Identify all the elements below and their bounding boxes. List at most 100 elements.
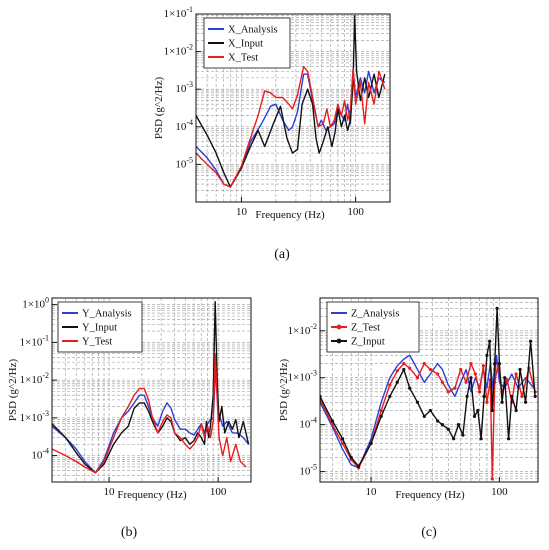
data-point-z-input <box>435 419 440 423</box>
data-point-z-input <box>452 437 456 441</box>
legend-label: Y_Analysis <box>82 309 132 320</box>
y-tick-label: 1×10-2 <box>164 43 193 58</box>
data-point-z-test <box>490 477 494 481</box>
data-point-z-test <box>464 380 468 384</box>
y-tick-label: 10-5 <box>299 463 317 478</box>
y-axis-label-a: PSD (g^2/Hz) <box>153 77 165 140</box>
series-line-y-test <box>52 353 247 474</box>
data-point-z-test <box>453 386 457 390</box>
data-point-z-input <box>497 362 501 366</box>
data-point-z-test <box>505 378 509 382</box>
data-point-z-input <box>469 376 473 380</box>
panel-c: 10 100 10-5 10-4 1×10-3 1×10-2 Z_Analysis Z_Tes… <box>278 297 539 540</box>
data-point-z-test <box>428 367 432 372</box>
data-point-z-input <box>408 386 412 390</box>
data-point-z-test <box>415 376 420 380</box>
data-point-z-input <box>357 464 361 468</box>
data-point-z-input <box>440 423 445 427</box>
data-point-z-input <box>461 433 465 437</box>
data-point-z-test <box>469 362 473 366</box>
data-point-z-input <box>518 367 522 372</box>
y-tick-label: 1×10-2 <box>20 371 49 386</box>
x-axis-label-b: Frequency (Hz) <box>117 489 187 501</box>
data-point-z-input <box>476 408 480 413</box>
x-axis-label-a: Frequency (Hz) <box>255 209 325 221</box>
data-point-z-input <box>402 367 406 372</box>
y-axis-label-b: PSD (g^2/Hz) <box>7 359 19 422</box>
data-point-z-input <box>528 339 533 343</box>
data-point-z-input <box>510 394 514 399</box>
data-point-z-input <box>479 437 483 441</box>
data-point-z-input <box>349 455 353 460</box>
y-axis-label-c: PSD (g^2/Hz) <box>278 359 290 422</box>
data-point-z-input <box>395 380 399 384</box>
panel-a: 10 100 10-5 10-4 10-3 1×10-2 1×10-1 X_Analysis X… <box>153 5 391 262</box>
data-point-z-test <box>408 366 412 370</box>
legend-label: Z_Test <box>351 323 380 334</box>
data-point-z-test <box>473 372 477 376</box>
data-point-z-test <box>440 380 445 384</box>
y-tick-label: 10-3 <box>175 80 193 95</box>
data-point-z-input <box>369 441 373 445</box>
panel-label-a: (a) <box>274 247 290 262</box>
data-point-z-input <box>523 400 528 404</box>
legend-marker <box>336 324 342 330</box>
data-point-z-input <box>415 400 420 404</box>
x-axis-label-c: Frequency (Hz) <box>395 489 465 501</box>
y-tick-label: 1×100 <box>22 296 49 311</box>
legend-marker <box>336 338 342 344</box>
y-tick-label: 10-5 <box>175 155 193 170</box>
x-tick-label: 100 <box>347 206 364 218</box>
plot-frame-b <box>51 297 252 483</box>
plot-frame-a <box>195 13 391 203</box>
data-point-z-input <box>330 419 335 423</box>
data-point-z-test <box>514 372 518 376</box>
data-point-z-input <box>428 408 432 413</box>
y-tick-label: 1×10-1 <box>20 333 49 348</box>
data-point-z-input <box>388 394 392 399</box>
legend-label: X_Test <box>228 53 258 64</box>
series-line-x-test <box>196 65 386 188</box>
legend-label: Z_Analysis <box>351 309 399 320</box>
legend-label: X_Analysis <box>228 25 278 36</box>
data-point-z-input <box>456 423 461 427</box>
data-point-z-test <box>446 390 450 394</box>
data-point-z-test <box>481 364 485 368</box>
data-point-z-input <box>422 414 426 418</box>
data-point-z-input <box>482 394 486 399</box>
data-point-z-test <box>379 408 383 413</box>
data-point-z-input <box>465 394 469 399</box>
data-point-z-input <box>495 306 499 311</box>
series-line-x-input <box>196 14 386 188</box>
panel-label-c: (c) <box>421 525 437 540</box>
data-point-z-test <box>422 362 426 366</box>
data-point-z-test <box>340 441 345 445</box>
data-point-z-test <box>435 372 440 376</box>
data-point-z-input <box>485 353 489 357</box>
data-point-z-input <box>340 437 345 441</box>
x-tick-label: 100 <box>491 486 508 498</box>
data-point-z-input <box>506 437 511 441</box>
panel-label-b: (b) <box>121 525 138 540</box>
data-point-z-test <box>520 394 524 399</box>
data-point-z-input <box>533 394 537 399</box>
legend-label: Y_Input <box>82 323 117 334</box>
legend-label: Z_Input <box>351 337 385 348</box>
y-tick-label: 10-4 <box>299 416 317 431</box>
legend-label: Y_Test <box>82 337 112 348</box>
legend-label: X_Input <box>228 39 263 50</box>
data-point-z-input <box>500 400 504 404</box>
data-point-z-test <box>330 423 335 427</box>
x-tick-label: 10 <box>104 486 116 498</box>
panel-b: 10 100 10-4 1×10-3 1×10-2 1×10-1 1×100 Y_Analys… <box>7 296 252 540</box>
data-point-z-test <box>388 383 392 387</box>
data-point-z-input <box>514 408 518 413</box>
plot-frame-c <box>319 297 539 483</box>
y-tick-label: 1×10-3 <box>288 369 317 384</box>
y-tick-label: 1×10-1 <box>164 5 193 20</box>
x-tick-label: 10 <box>366 486 378 498</box>
x-tick-label: 10 <box>236 206 248 218</box>
y-tick-label: 1×10-2 <box>288 322 317 337</box>
data-point-z-test <box>402 362 406 366</box>
